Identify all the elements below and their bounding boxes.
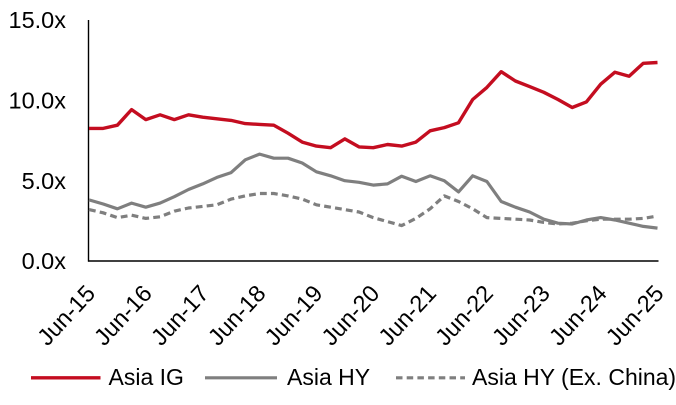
svg-text:0.0x: 0.0x [22, 248, 67, 274]
svg-text:Asia HY: Asia HY [287, 364, 370, 390]
svg-text:10.0x: 10.0x [9, 88, 67, 114]
svg-text:5.0x: 5.0x [22, 168, 67, 194]
svg-text:15.0x: 15.0x [9, 7, 67, 33]
svg-text:Asia HY (Ex. China): Asia HY (Ex. China) [472, 364, 676, 390]
svg-text:Asia IG: Asia IG [109, 364, 184, 390]
